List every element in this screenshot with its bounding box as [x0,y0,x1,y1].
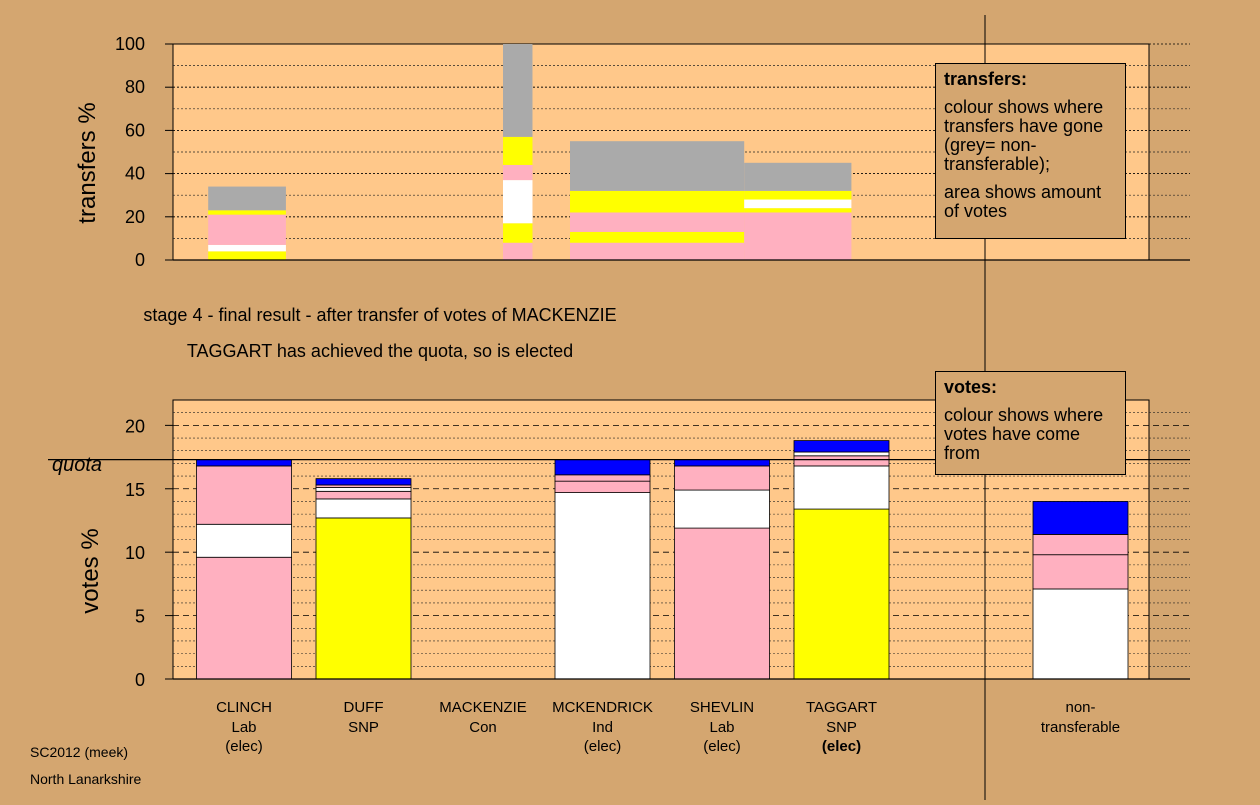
votes-tick-label: 0 [135,670,145,690]
candidate-party-label: transferable [1041,719,1120,736]
vote-segment-mckendrick [555,481,650,492]
vote-segment-non [1033,501,1128,534]
candidate-status-label: (elec) [703,738,741,755]
transfer-segment [503,180,532,223]
vote-segment-shevlin [675,460,770,466]
stage-title: stage 4 - final result - after transfer … [0,305,1010,326]
candidate-name-label: SHEVLIN [690,699,754,716]
transfer-segment [208,215,286,245]
transfers-legend: transfers: colour shows where transfers … [935,63,1126,239]
footer-region: North Lanarkshire [30,771,141,787]
result-text: TAGGART has achieved the quota, so is el… [0,341,1010,362]
transfer-segment [208,245,286,251]
votes-legend-line1: colour shows where votes have come from [944,406,1117,463]
vote-segment-duff [316,518,411,679]
candidate-party-label: SNP [826,719,857,736]
vote-segment-duff [316,479,411,485]
candidate-name-label: MCKENDRICK [552,699,653,716]
transfer-segment [503,137,532,165]
transfer-segment [208,187,286,211]
votes-tick-label: 20 [125,416,145,436]
transfer-segment [503,223,532,242]
candidate-status-label: (elec) [225,738,263,755]
transfer-segment [208,210,286,214]
vote-segment-taggart [794,466,889,509]
transfers-y-label: transfers % [74,102,101,223]
transfers-legend-line1: colour shows where transfers have gone (… [944,98,1117,174]
transfer-segment [503,243,532,260]
vote-segment-mckendrick [555,475,650,481]
vote-segment-taggart [794,452,889,456]
transfer-segment [744,208,851,212]
transfer-segment [570,141,744,191]
transfer-segment [503,44,532,137]
vote-segment-duff [316,499,411,518]
vote-segment-mckendrick [555,493,650,679]
candidate-name-label: TAGGART [806,699,877,716]
transfers-tick-label: 80 [125,77,145,97]
votes-tick-label: 10 [125,543,145,563]
candidate-party-label: Lab [231,719,256,736]
vote-segment-clinch [197,557,292,679]
transfer-segment [744,200,851,209]
vote-segment-mckendrick [555,460,650,475]
transfer-segment [208,251,286,260]
vote-segment-clinch [197,524,292,557]
transfers-tick-label: 40 [125,164,145,184]
votes-tick-label: 15 [125,480,145,500]
candidate-name-label: CLINCH [216,699,272,716]
vote-segment-clinch [197,466,292,524]
transfers-legend-title: transfers: [944,70,1117,89]
candidate-name-label: DUFF [344,699,384,716]
vote-segment-taggart [794,456,889,466]
transfers-legend-line2: area shows amount of votes [944,183,1117,221]
candidate-party-label: Lab [709,719,734,736]
candidate-status-label: (elec) [822,738,861,755]
vote-segment-shevlin [675,490,770,528]
quota-label: quota [52,454,102,476]
transfers-tick-label: 60 [125,120,145,140]
votes-legend: votes: colour shows where votes have com… [935,371,1126,475]
transfer-segment [570,191,744,213]
candidate-party-label: Ind [592,719,613,736]
candidate-party-label: SNP [348,719,379,736]
candidate-status-label: (elec) [584,738,622,755]
candidate-name-label: non- [1065,699,1095,716]
vote-segment-taggart [794,509,889,679]
vote-segment-clinch [197,460,292,466]
votes-legend-title: votes: [944,378,1117,397]
transfer-segment [744,212,851,260]
vote-segment-duff [316,491,411,499]
vote-segment-duff [316,488,411,492]
candidate-name-label: MACKENZIE [439,699,527,716]
transfer-segment [570,232,744,243]
vote-segment-shevlin [675,528,770,679]
transfers-tick-label: 0 [135,250,145,270]
vote-segment-non [1033,589,1128,679]
transfer-segment [744,191,851,200]
transfers-tick-label: 20 [125,207,145,227]
transfer-segment [503,165,532,180]
votes-y-label: votes % [77,528,104,613]
candidate-party-label: Con [469,719,497,736]
transfer-segment [570,243,744,260]
vote-segment-non [1033,555,1128,589]
vote-segment-taggart [794,441,889,452]
transfers-tick-label: 100 [115,34,145,54]
transfer-segment [744,163,851,191]
vote-segment-non [1033,534,1128,554]
transfer-segment [570,212,744,231]
votes-tick-label: 5 [135,607,145,627]
vote-segment-shevlin [675,466,770,490]
footer-source: SC2012 (meek) [30,744,128,760]
